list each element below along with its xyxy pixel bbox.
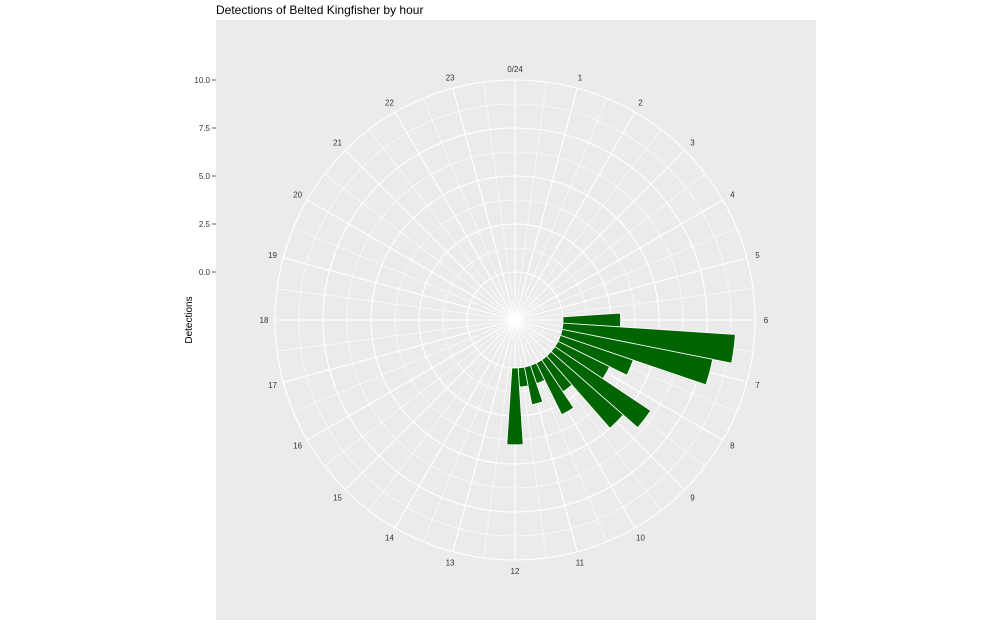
grid-spoke-major xyxy=(514,257,747,321)
bar-layer xyxy=(506,312,736,446)
grid-spoke-minor xyxy=(368,129,516,321)
grid-spoke-major xyxy=(514,111,636,321)
bar-hour-11 xyxy=(523,364,544,406)
hour-label-15: 15 xyxy=(333,493,342,502)
chart-title: Detections of Belted Kingfisher by hour xyxy=(216,3,424,17)
hour-label-17: 17 xyxy=(268,381,277,390)
grid-spoke-minor xyxy=(277,288,516,321)
hour-label-12: 12 xyxy=(511,567,520,576)
y-tick-label: 7.5 xyxy=(199,124,211,133)
grid-spoke-minor xyxy=(514,227,737,321)
grid-spoke-major xyxy=(514,199,724,321)
hour-label-2: 2 xyxy=(638,99,643,108)
bar-hour-6-5 xyxy=(561,322,736,364)
grid-spoke-minor xyxy=(422,319,516,542)
y-axis-label: Detections xyxy=(184,296,195,343)
hour-label-19: 19 xyxy=(268,251,277,260)
grid-spoke-minor xyxy=(422,98,516,321)
bar-hour-12 xyxy=(506,367,524,446)
hour-label-layer: 0/24123456789101112131415161718192021222… xyxy=(260,65,769,576)
grid-spoke-minor xyxy=(514,319,662,511)
y-tick-label: 0.0 xyxy=(199,268,211,277)
hour-label-0: 0/24 xyxy=(507,65,523,74)
hour-label-9: 9 xyxy=(690,493,695,502)
hour-label-22: 22 xyxy=(385,99,394,108)
grid-spoke-major xyxy=(452,88,516,321)
grid-spoke-minor xyxy=(293,227,516,321)
grid-spoke-minor xyxy=(368,319,516,511)
bar-hour-7 xyxy=(559,328,714,386)
grid-spoke-major xyxy=(452,319,516,552)
hour-label-21: 21 xyxy=(333,139,342,148)
hour-label-18: 18 xyxy=(260,316,269,325)
hour-label-7: 7 xyxy=(755,381,760,390)
bar-hour-9 xyxy=(546,351,624,429)
hour-label-4: 4 xyxy=(730,191,735,200)
grid-spoke-minor xyxy=(514,82,547,321)
grid-spoke-minor xyxy=(514,173,706,321)
grid-spoke-major xyxy=(394,319,516,529)
grid-spoke-major xyxy=(283,257,516,321)
hour-label-8: 8 xyxy=(730,442,735,451)
bar-hour-7-5 xyxy=(557,334,634,376)
grid-spoke-minor xyxy=(293,319,516,413)
grid-spoke-minor xyxy=(514,288,753,321)
grid-spoke-minor xyxy=(514,319,608,542)
grid-spoke-minor xyxy=(324,319,516,467)
grid-spoke-minor xyxy=(324,173,516,321)
grid-spoke-major xyxy=(514,149,686,321)
grid-spoke-minor xyxy=(514,319,547,558)
grid-spoke-major xyxy=(514,319,578,552)
bar-hour-10 xyxy=(535,359,575,416)
grid-spoke-major xyxy=(394,111,516,321)
y-tick-label: 5.0 xyxy=(199,172,211,181)
grid-spoke-minor xyxy=(514,98,608,321)
bar-hour-8-5 xyxy=(550,346,652,429)
y-tick-label: 2.5 xyxy=(199,220,211,229)
hour-label-1: 1 xyxy=(578,74,583,83)
grid-spoke-minor xyxy=(483,319,516,558)
hour-label-16: 16 xyxy=(293,442,302,451)
grid-spoke-minor xyxy=(483,82,516,321)
y-axis: 0.0 2.5 5.0 7.5 10.0 xyxy=(194,76,216,277)
grid-layer xyxy=(274,79,756,561)
hour-label-20: 20 xyxy=(293,191,302,200)
hour-label-10: 10 xyxy=(636,533,645,542)
grid-spoke-major xyxy=(283,319,516,383)
hour-label-11: 11 xyxy=(576,558,585,567)
hour-label-6: 6 xyxy=(764,316,769,325)
grid-spoke-major xyxy=(306,199,516,321)
hour-label-5: 5 xyxy=(755,251,760,260)
grid-spoke-major xyxy=(514,88,578,321)
grid-spoke-major xyxy=(344,149,516,321)
hour-label-23: 23 xyxy=(446,74,455,83)
grid-spoke-major xyxy=(306,319,516,441)
grid-spoke-minor xyxy=(514,129,662,321)
hour-label-13: 13 xyxy=(446,558,455,567)
grid-spoke-major xyxy=(514,319,724,441)
grid-spoke-minor xyxy=(277,319,516,352)
grid-spoke-major xyxy=(344,319,516,491)
hour-label-14: 14 xyxy=(385,533,394,542)
grid-spoke-major xyxy=(514,319,636,529)
hour-label-3: 3 xyxy=(690,139,695,148)
y-tick-label: 10.0 xyxy=(194,76,210,85)
